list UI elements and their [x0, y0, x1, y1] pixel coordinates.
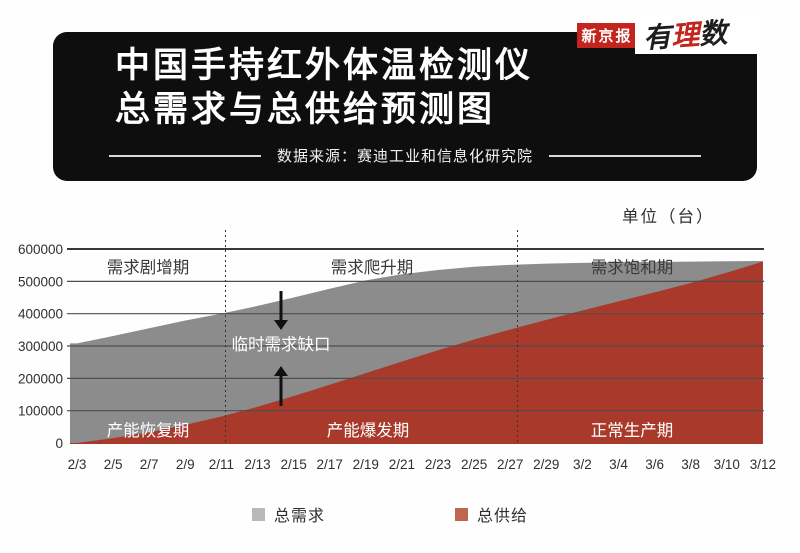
x-tick-label: 2/15 — [280, 457, 306, 472]
legend-item-supply: 总供给 — [455, 502, 528, 526]
phase-label: 需求剧增期 — [107, 258, 190, 277]
y-tick-label: 500000 — [18, 274, 63, 289]
phase-label: 正常生产期 — [591, 421, 674, 440]
y-tick-label: 300000 — [18, 339, 63, 354]
gap-arrow-up-head — [274, 366, 288, 376]
y-tick-label: 200000 — [18, 371, 63, 386]
x-tick-label: 2/9 — [176, 457, 195, 472]
x-tick-label: 2/19 — [353, 457, 379, 472]
x-tick-label: 2/25 — [461, 457, 487, 472]
x-tick-label: 2/7 — [140, 457, 159, 472]
divider-line-right — [549, 154, 701, 157]
header-banner: 中国手持红外体温检测仪 总需求与总供给预测图 数据来源：赛迪工业和信息化研究院 — [53, 32, 757, 181]
supply-legend-label: 总供给 — [477, 508, 529, 525]
divider-line-left — [108, 154, 261, 157]
y-tick-label: 100000 — [18, 404, 63, 419]
x-tick-label: 2/27 — [497, 457, 523, 472]
y-tick-label: 0 — [55, 436, 63, 451]
column-logo: 有理数 — [635, 10, 761, 54]
phase-label: 需求爬升期 — [331, 258, 414, 277]
data-source-label: 数据来源：赛迪工业和信息化研究院 — [276, 148, 533, 165]
x-tick-label: 2/23 — [425, 457, 451, 472]
x-tick-label: 3/12 — [750, 457, 776, 472]
x-tick-label: 3/2 — [573, 457, 592, 472]
x-tick-label: 3/4 — [609, 457, 628, 472]
legend-item-demand: 总需求 — [251, 502, 325, 526]
phase-label: 临时需求缺口 — [232, 335, 331, 354]
data-source-row: 数据来源：赛迪工业和信息化研究院 — [53, 145, 757, 166]
unit-label: 单位（台） — [622, 208, 715, 226]
phase-label: 需求饱和期 — [591, 258, 674, 277]
x-tick-label: 2/5 — [104, 457, 123, 472]
publisher-badge: 新京报 — [577, 23, 637, 48]
page-title: 中国手持红外体温检测仪 总需求与总供给预测图 — [115, 44, 533, 132]
phase-label: 产能恢复期 — [107, 421, 190, 440]
y-tick-label: 400000 — [18, 307, 63, 322]
x-tick-label: 2/3 — [68, 457, 87, 472]
x-tick-label: 2/21 — [389, 457, 415, 472]
x-tick-label: 2/29 — [533, 457, 559, 472]
x-tick-label: 3/10 — [714, 457, 740, 472]
x-tick-label: 3/6 — [645, 457, 664, 472]
demand-legend-label: 总需求 — [273, 508, 325, 525]
page-title-line2: 总需求与总供给预测图 — [115, 90, 496, 129]
gap-arrow-down-head — [274, 320, 288, 330]
x-tick-label: 2/17 — [317, 457, 343, 472]
x-tick-label: 2/11 — [209, 457, 234, 472]
x-tick-label: 2/13 — [244, 457, 270, 472]
x-tick-label: 3/8 — [681, 457, 700, 472]
total-supply-area — [70, 261, 763, 444]
supply-swatch — [455, 507, 468, 521]
demand-swatch — [251, 507, 265, 521]
page-title-line1: 中国手持红外体温检测仪 — [115, 46, 534, 85]
chart-legend: 总需求 总供给 — [0, 502, 780, 526]
phase-label: 产能爆发期 — [327, 421, 410, 440]
y-tick-label: 600000 — [18, 242, 63, 257]
